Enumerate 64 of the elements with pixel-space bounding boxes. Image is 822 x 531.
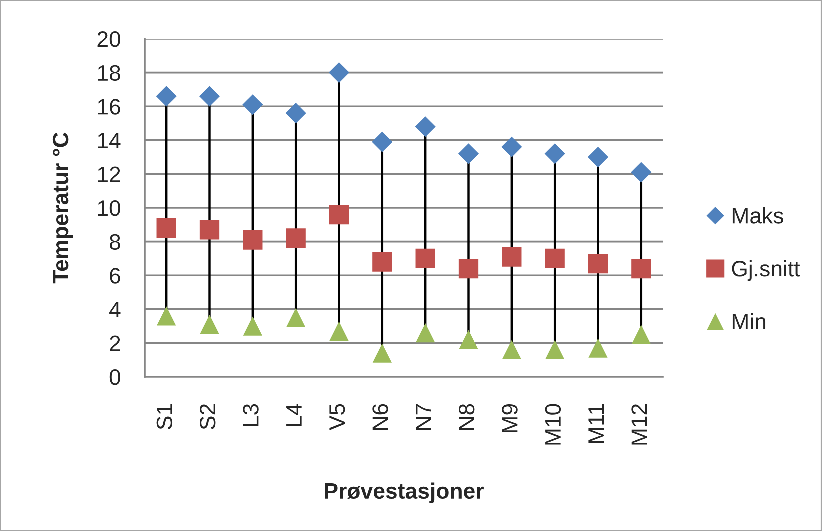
y-tick-label: 4 — [110, 302, 121, 318]
y-axis-title: Temperatur °C — [52, 132, 74, 284]
point — [416, 248, 436, 269]
y-tick-label: 2 — [110, 336, 120, 352]
point — [372, 344, 392, 363]
point — [458, 259, 479, 279]
x-tick-label: S2 — [200, 404, 216, 430]
point — [502, 340, 522, 360]
point — [632, 259, 652, 279]
point — [546, 340, 565, 360]
point — [286, 308, 306, 328]
point — [588, 147, 609, 168]
point — [200, 315, 220, 334]
point — [242, 94, 264, 116]
y-tick-label: 14 — [98, 133, 121, 148]
x-tick-label: L3 — [243, 404, 259, 426]
x-tick-label: M12 — [632, 404, 648, 445]
x-tick-label: N6 — [372, 404, 388, 430]
legend-label: Min — [732, 313, 766, 330]
point — [200, 220, 220, 240]
legend-label: Gj.snitt — [732, 260, 800, 282]
point — [243, 230, 263, 250]
y-tick-label: 0 — [110, 370, 121, 386]
point — [588, 338, 608, 358]
point — [156, 218, 176, 238]
point — [330, 322, 349, 341]
x-axis-title: Prøvestasjoner — [325, 482, 484, 504]
point — [329, 204, 350, 225]
point — [157, 306, 176, 326]
point — [286, 103, 306, 124]
x-tick-label: M10 — [545, 404, 562, 445]
point — [328, 62, 350, 84]
point — [415, 116, 436, 138]
point — [286, 228, 306, 248]
x-tick-label: M9 — [502, 404, 518, 432]
point — [544, 144, 566, 164]
point — [372, 132, 393, 152]
y-tick-label: 18 — [98, 65, 120, 82]
point — [545, 248, 565, 269]
point — [502, 136, 522, 158]
x-tick-label: V5 — [330, 404, 346, 430]
y-tick-label: 6 — [110, 268, 120, 284]
y-tick-label: 20 — [98, 32, 121, 48]
y-tick-label: 10 — [98, 200, 121, 216]
point — [156, 86, 177, 107]
point — [458, 144, 480, 164]
point — [459, 330, 478, 350]
point — [502, 247, 522, 267]
point — [632, 325, 651, 344]
y-tick-label: 16 — [98, 99, 120, 115]
point — [372, 252, 392, 272]
x-tick-label: N7 — [416, 404, 432, 430]
legend-label: Maks — [732, 208, 784, 224]
point — [199, 86, 220, 107]
point — [243, 316, 262, 336]
x-tick-label: L4 — [286, 404, 302, 426]
x-tick-label: S1 — [156, 404, 173, 430]
y-tick-label: 8 — [110, 234, 120, 250]
point — [416, 323, 436, 343]
x-tick-label: N8 — [458, 404, 475, 430]
point — [588, 254, 608, 274]
x-tick-label: M11 — [588, 404, 604, 444]
point — [631, 162, 652, 183]
y-tick-label: 12 — [98, 166, 120, 182]
